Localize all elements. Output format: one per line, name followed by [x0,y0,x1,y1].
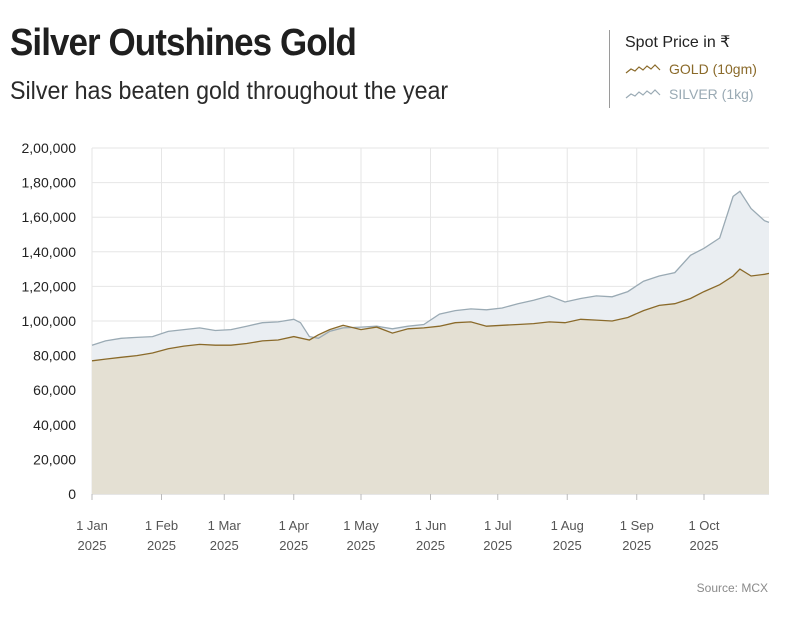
series-areas [92,191,769,495]
legend-label-silver: SILVER (1kg) [669,86,754,102]
y-tick-label: 20,000 [33,451,76,467]
x-tick-label: 1 Apr [279,518,310,533]
chart-title: Silver Outshines Gold [10,22,357,64]
x-tick-year-label: 2025 [147,538,176,553]
x-tick-label: 1 Jul [484,518,512,533]
x-tick-label: 1 Jan [76,518,108,533]
x-tick-label: 1 Sep [620,518,654,533]
gold-line [91,268,770,362]
x-axis: 1 Jan 2025 1 Feb 2025 1 Mar 2025 1 Apr 2025 1 Ma… [76,494,720,553]
x-tick-year-label: 2025 [78,538,107,553]
y-tick-label: 80,000 [33,348,76,364]
x-tick-year-label: 2025 [279,538,308,553]
x-tick-label: 1 May [343,518,379,533]
gold-area [92,269,769,494]
x-tick-label: 1 Mar [208,518,242,533]
silver-line [91,190,770,346]
legend-label-gold: GOLD (10gm) [669,61,757,77]
x-tick-year-label: 2025 [347,538,376,553]
x-tick-year-label: 2025 [416,538,445,553]
legend-title: Spot Price in ₹ [625,34,731,51]
gold-line-icon [625,64,661,74]
y-tick-label: 1,60,000 [22,209,77,225]
legend-item-gold: GOLD (10gm) [625,61,757,77]
legend: Spot Price in ₹ GOLD (10gm) SILVER (1kg) [609,30,757,108]
x-tick-year-label: 2025 [210,538,239,553]
source-note: Source: MCX [696,581,768,595]
x-tick-label: 1 Aug [551,518,584,533]
x-tick-label: 1 Oct [688,518,719,533]
y-axis: 0 20,000 40,000 60,000 80,000 1,00,000 1,20,00… [22,140,77,502]
y-tick-label: 60,000 [33,382,76,398]
x-tick-year-label: 2025 [553,538,582,553]
y-tick-label: 1,80,000 [22,175,77,191]
y-tick-label: 40,000 [33,417,76,433]
y-tick-label: 1,00,000 [22,313,77,329]
x-tick-year-label: 2025 [483,538,512,553]
y-tick-label: 0 [68,486,76,502]
x-tick-label: 1 Jun [415,518,447,533]
x-tick-year-label: 2025 [690,538,719,553]
y-tick-label: 2,00,000 [22,140,77,156]
x-tick-year-label: 2025 [622,538,651,553]
legend-item-silver: SILVER (1kg) [625,86,757,102]
x-tick-label: 1 Feb [145,518,178,533]
chart-subtitle: Silver has beaten gold throughout the ye… [10,77,449,105]
series-lines [91,190,770,362]
y-tick-label: 1,20,000 [22,278,77,294]
silver-line-icon [625,89,661,99]
y-tick-label: 1,40,000 [22,244,77,260]
